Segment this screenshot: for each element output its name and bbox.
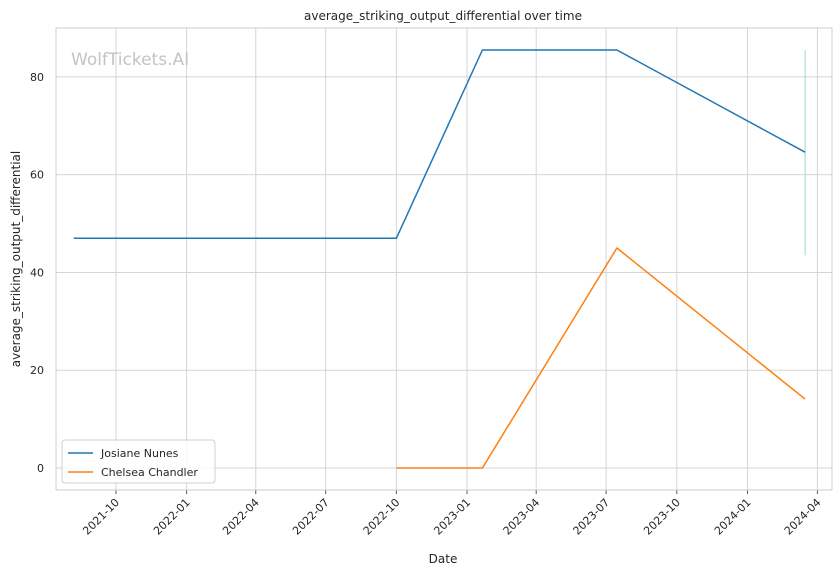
x-tick-label: 2022-04 xyxy=(220,496,262,538)
x-tick-label: 2022-10 xyxy=(361,496,403,538)
x-tick-label: 2023-04 xyxy=(501,496,543,538)
y-tick-labels: 0 20 40 60 80 xyxy=(30,71,44,475)
x-tick-label: 2023-01 xyxy=(431,496,473,538)
legend-label-josiane-nunes: Josiane Nunes xyxy=(100,447,179,460)
x-tick-label: 2022-07 xyxy=(290,496,332,538)
plot-area-frame xyxy=(55,27,833,491)
x-tick-label: 2024-01 xyxy=(712,496,754,538)
y-tick-label: 0 xyxy=(37,462,44,475)
chart-title: average_striking_output_differential ove… xyxy=(304,9,582,23)
watermark: WolfTickets.AI xyxy=(71,50,189,70)
legend-box xyxy=(61,439,216,484)
x-tick-label: 2023-07 xyxy=(571,496,613,538)
x-tick-label: 2024-04 xyxy=(782,496,824,538)
x-tick-label: 2022-01 xyxy=(151,496,193,538)
legend: Josiane Nunes Chelsea Chandler xyxy=(61,439,216,484)
y-tick-label: 60 xyxy=(30,169,44,182)
series-line-josiane-nunes xyxy=(73,49,806,239)
y-tick-label: 40 xyxy=(30,266,44,279)
legend-label-chelsea-chandler: Chelsea Chandler xyxy=(101,466,198,479)
series-layer xyxy=(73,49,806,469)
x-tick-label: 2023-10 xyxy=(641,496,683,538)
y-axis-title: average_striking_output_differential xyxy=(9,151,23,367)
y-tick-label: 80 xyxy=(30,71,44,84)
x-axis-title: Date xyxy=(429,552,458,566)
y-tick-label: 20 xyxy=(30,364,44,377)
x-tick-label: 2021-10 xyxy=(80,496,122,538)
grid-lines xyxy=(56,28,832,494)
x-tick-labels: 2021-10 2022-01 2022-04 2022-07 2022-10 2023-… xyxy=(80,496,823,538)
series-line-chelsea-chandler xyxy=(396,247,806,469)
